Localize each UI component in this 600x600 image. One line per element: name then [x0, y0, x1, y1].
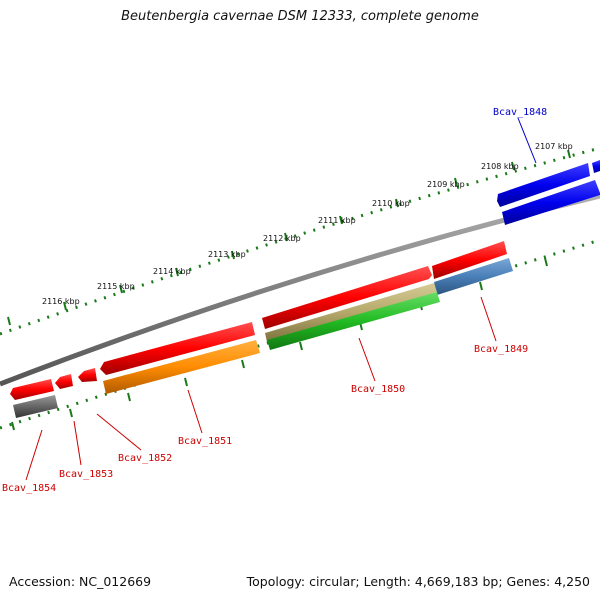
leader-bcav-1852 — [96, 413, 142, 451]
gene-bcav-1850-forward[interactable] — [262, 266, 432, 329]
gene-label-bcav-1852[interactable]: Bcav_1852 — [118, 453, 172, 464]
kbp-label-2109: 2109 kbp — [427, 180, 465, 189]
gene-bcav-1848-forward[interactable] — [497, 163, 590, 207]
gene-label-bcav-1854[interactable]: Bcav_1854 — [2, 483, 56, 494]
upper-major-ticks — [7, 149, 571, 326]
kbp-label-2107: 2107 kbp — [535, 142, 573, 151]
gene-bcav-1851-forward[interactable] — [100, 322, 255, 375]
gene-bcav-1848-reverse[interactable] — [502, 180, 600, 225]
reverse-genes — [13, 180, 600, 418]
gene-bcav-1854-reverse[interactable] — [13, 395, 58, 418]
gene-labels: Bcav_1848 Bcav_1849 Bcav_1850 Bcav_1851 … — [2, 107, 547, 494]
gene-label-bcav-1853[interactable]: Bcav_1853 — [59, 469, 113, 480]
accession-text: Accession: NC_012669 — [9, 574, 152, 589]
kbp-label-2113: 2113 kbp — [208, 250, 246, 259]
kbp-labels: 2107 kbp 2108 kbp 2109 kbp 2110 kbp 2111… — [42, 142, 573, 306]
leader-bcav-1854 — [25, 429, 43, 481]
map-title: Beutenbergia cavernae DSM 12333, complet… — [121, 9, 479, 24]
gene-bcav-1848-forward-2[interactable] — [592, 160, 600, 173]
leader-bcav-1849 — [480, 296, 497, 342]
gene-label-bcav-1849[interactable]: Bcav_1849 — [474, 344, 528, 355]
kbp-label-2111: 2111 kbp — [318, 216, 356, 225]
gene-bcav-1850-reverse-olive[interactable] — [265, 283, 437, 342]
kbp-label-2110: 2110 kbp — [372, 199, 410, 208]
kbp-label-2114: 2114 kbp — [153, 267, 191, 276]
gene-bcav-1854-forward[interactable] — [10, 379, 54, 400]
forward-genes — [10, 160, 600, 400]
genome-backbone — [0, 193, 600, 387]
upper-scale-track — [0, 146, 600, 336]
leader-bcav-1850 — [358, 337, 376, 382]
genome-stats-text: Topology: circular; Length: 4,669,183 bp… — [246, 574, 590, 589]
label-leaders — [25, 117, 537, 481]
gene-bcav-1850-reverse-green[interactable] — [267, 292, 440, 350]
kbp-label-2112: 2112 kbp — [263, 234, 301, 243]
leader-bcav-1853 — [73, 420, 82, 466]
gene-bcav-1849-reverse[interactable] — [434, 258, 513, 295]
gene-bcav-1853-forward[interactable] — [55, 374, 73, 389]
gene-bcav-1849-forward[interactable] — [432, 241, 507, 279]
kbp-label-2108: 2108 kbp — [481, 162, 519, 171]
gene-bcav-1852-forward[interactable] — [78, 368, 97, 382]
gene-bcav-1851-reverse[interactable] — [103, 340, 260, 394]
gene-label-bcav-1850[interactable]: Bcav_1850 — [351, 384, 405, 395]
gene-label-bcav-1851[interactable]: Bcav_1851 — [178, 436, 232, 447]
leader-bcav-1851 — [187, 389, 203, 434]
gene-label-bcav-1848[interactable]: Bcav_1848 — [493, 107, 547, 118]
kbp-label-2116: 2116 kbp — [42, 297, 80, 306]
leader-bcav-1848 — [517, 117, 537, 164]
kbp-label-2115: 2115 kbp — [97, 282, 135, 291]
lower-scale-track — [0, 238, 600, 430]
